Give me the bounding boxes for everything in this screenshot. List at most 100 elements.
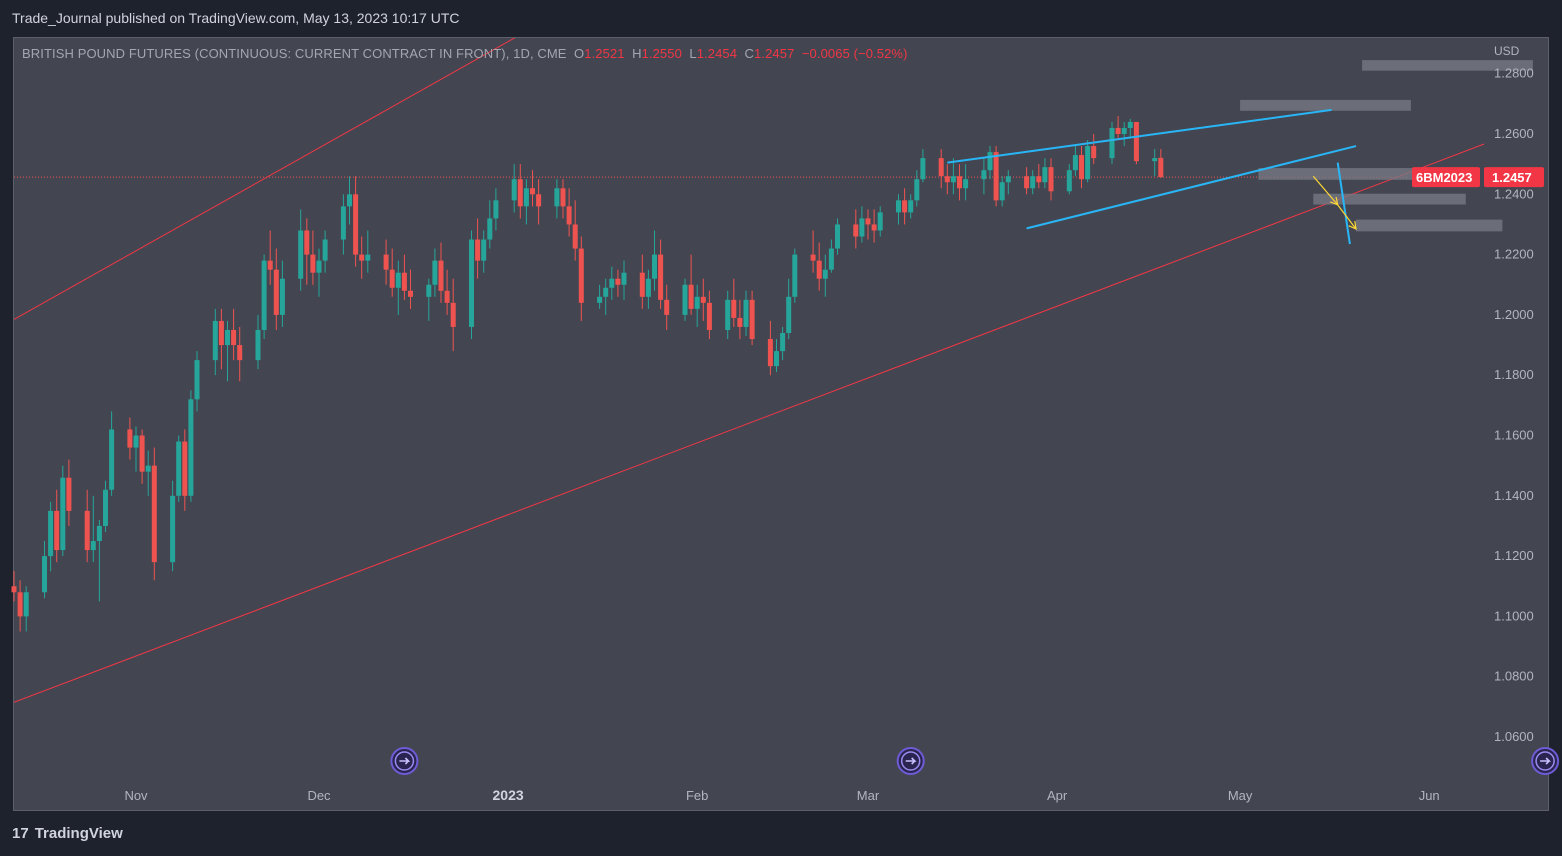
price-tag-bg <box>1484 167 1544 188</box>
candle <box>694 284 700 327</box>
projection-arrow-2 <box>1337 204 1357 230</box>
candle <box>96 519 102 602</box>
candle-body <box>822 269 828 279</box>
candle-body <box>1085 146 1091 180</box>
candle-body <box>737 317 743 327</box>
candle-body <box>609 278 615 288</box>
candle-body <box>322 239 328 261</box>
time-tick-label: Dec <box>307 788 331 803</box>
candle-body <box>700 296 706 303</box>
candle-body <box>511 179 517 201</box>
candle-body <box>908 200 914 213</box>
event-marker-icon[interactable] <box>1531 747 1560 775</box>
candle-body <box>835 224 840 249</box>
candle <box>353 176 359 267</box>
close-value: 1.2457 <box>754 46 795 61</box>
candle <box>170 480 176 572</box>
candle <box>749 290 755 346</box>
candle-body <box>493 200 499 219</box>
candle <box>383 239 389 285</box>
channel-upper-line <box>14 38 516 320</box>
candle-body <box>560 188 566 207</box>
candle <box>688 254 694 315</box>
candle-body <box>475 239 481 261</box>
candle <box>450 278 456 352</box>
high-value: 1.2550 <box>641 46 682 61</box>
candle-body <box>1152 158 1158 162</box>
candle-body <box>950 176 956 183</box>
candle-body <box>60 477 66 551</box>
symbol-legend: BRITISH POUND FUTURES (CONTINUOUS: CURRE… <box>22 46 908 61</box>
candle-body <box>725 299 731 330</box>
candle <box>231 308 237 361</box>
price-tick-label: 1.2400 <box>1494 186 1534 201</box>
candle <box>652 230 657 291</box>
channel-lower-line <box>14 143 1484 703</box>
tradingview-footer[interactable]: 17 TradingView <box>12 825 123 842</box>
candle <box>298 209 304 291</box>
candle <box>566 188 572 237</box>
candle <box>908 194 914 219</box>
candle-body <box>218 320 224 346</box>
candle <box>859 206 865 243</box>
candle-body <box>920 158 926 180</box>
candle-body <box>944 176 950 183</box>
candle-body <box>517 179 523 207</box>
candle <box>658 239 664 309</box>
candle <box>1115 115 1121 141</box>
candle-body <box>987 152 993 171</box>
price-tick-label: 1.2800 <box>1494 66 1534 81</box>
candle <box>554 179 560 219</box>
event-marker-inner <box>1535 751 1555 771</box>
time-tick-label: Nov <box>124 788 148 803</box>
candle-body <box>90 541 96 551</box>
currency-label[interactable]: USD <box>1494 44 1520 58</box>
candle-body <box>279 278 285 315</box>
price-tick-label: 1.2600 <box>1494 126 1534 141</box>
low-value: 1.2454 <box>696 46 738 61</box>
candle <box>963 164 969 201</box>
candle <box>609 266 615 300</box>
candle <box>920 149 926 183</box>
candle <box>237 326 243 382</box>
event-marker-arrow-tail <box>404 760 409 765</box>
projection-arrow-1-shaft <box>1312 175 1339 206</box>
low-label: L <box>689 46 697 61</box>
candle <box>475 218 481 279</box>
candle <box>944 164 950 195</box>
candle-body <box>828 248 834 270</box>
candle-body <box>1109 127 1115 159</box>
candle <box>304 218 310 285</box>
candle <box>1030 170 1036 195</box>
candle <box>279 260 285 327</box>
event-marker-icon[interactable] <box>390 747 419 775</box>
candle <box>1152 149 1158 177</box>
candle-body <box>42 556 47 593</box>
candle <box>999 176 1005 207</box>
candle <box>743 290 749 337</box>
candle-body <box>523 188 529 207</box>
candle-body <box>786 296 792 333</box>
event-marker-icon[interactable] <box>896 747 925 775</box>
candle-body <box>359 254 365 261</box>
candle-body <box>1030 176 1036 189</box>
candle <box>11 571 17 602</box>
candle-body <box>597 296 603 303</box>
candle-body <box>170 495 176 563</box>
candle <box>347 176 352 225</box>
candle <box>109 411 115 496</box>
price-tick-label: 1.1400 <box>1494 488 1534 503</box>
candle <box>1024 167 1030 195</box>
candle-body <box>194 360 200 400</box>
tradingview-brand: TradingView <box>34 825 123 842</box>
candle-body <box>450 302 456 327</box>
change-value: −0.0065 (−0.52%) <box>801 46 908 61</box>
candle <box>1085 140 1091 183</box>
candle-body <box>225 329 230 346</box>
symbol-tag-text: 6BM2023 <box>1416 170 1472 185</box>
candle-body <box>23 592 29 617</box>
candle <box>896 194 901 225</box>
chart-frame[interactable] <box>13 37 1549 811</box>
time-tick-label: Jun <box>1419 788 1440 803</box>
